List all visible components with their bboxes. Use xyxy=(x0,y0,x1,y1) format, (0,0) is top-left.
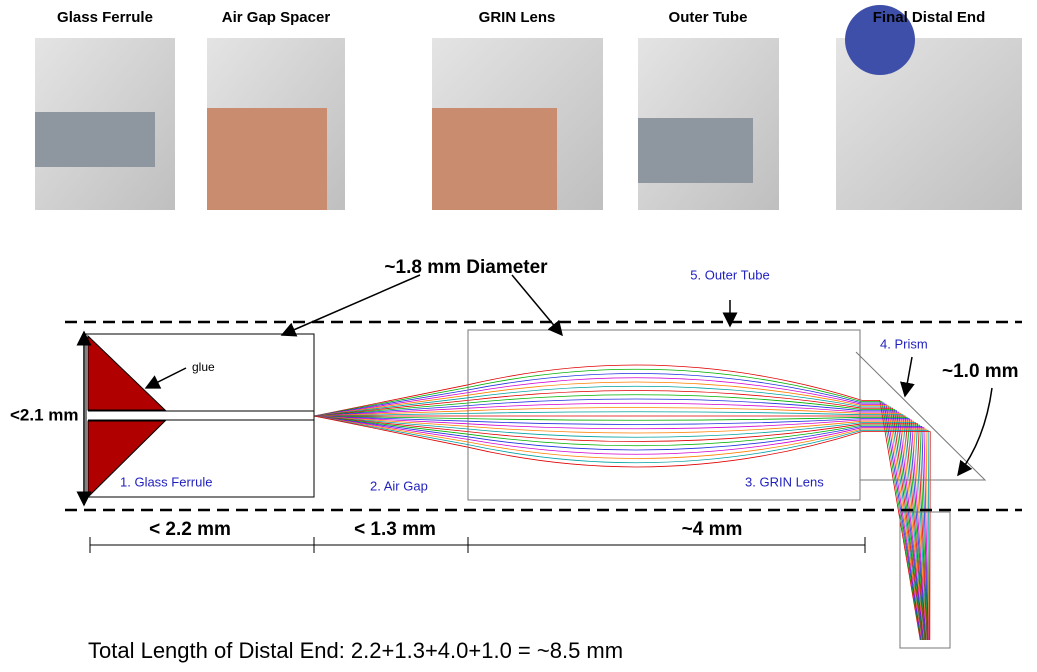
ray xyxy=(313,415,929,641)
rays xyxy=(313,364,931,641)
ruler xyxy=(207,108,327,210)
annotation: 2. Air Gap xyxy=(370,478,428,493)
annotation: ~1.8 mm Diameter xyxy=(384,257,548,278)
ray xyxy=(313,390,923,641)
annotation: 3. GRIN Lens xyxy=(745,474,824,489)
annotation: 4. Prism xyxy=(880,336,928,351)
dimension-label: ~4 mm xyxy=(682,519,743,540)
photo-label: Glass Ferrule xyxy=(57,9,153,26)
photo-label: Outer Tube xyxy=(669,9,748,26)
annotation: <2.1 mm xyxy=(10,405,79,424)
ray xyxy=(313,385,923,641)
ruler xyxy=(638,118,753,183)
ray xyxy=(313,373,922,641)
photo-label: Final Distal End xyxy=(873,9,986,26)
output xyxy=(899,511,951,649)
glove xyxy=(845,5,915,75)
annotation: 5. Outer Tube xyxy=(690,267,770,282)
photos: Glass Ferrule Air Gap Spacer GRIN Lens O… xyxy=(35,5,1022,210)
ray xyxy=(313,398,924,641)
glue xyxy=(87,334,167,411)
total: Total Length of Distal End: 2.2+1.3+4.0+… xyxy=(88,638,623,663)
ray xyxy=(313,415,930,641)
ray xyxy=(313,415,930,641)
ray xyxy=(314,415,926,641)
arrow xyxy=(957,387,993,477)
annotation: ~1.0 mm xyxy=(942,361,1019,382)
ferrule xyxy=(85,333,315,498)
dimension-label: < 1.3 mm xyxy=(354,519,436,540)
arrow xyxy=(900,356,915,398)
ray xyxy=(313,381,923,641)
arrow xyxy=(144,367,187,389)
ruler xyxy=(432,108,557,210)
photo-label: Air Gap Spacer xyxy=(222,9,331,26)
ray xyxy=(313,377,922,641)
ray xyxy=(313,415,931,641)
ray xyxy=(313,415,928,641)
annotation: glue xyxy=(192,360,215,374)
ray xyxy=(313,407,925,641)
ray xyxy=(313,394,924,641)
arrow xyxy=(280,274,421,337)
prism xyxy=(855,351,987,481)
ray xyxy=(313,415,927,641)
ray xyxy=(313,368,921,641)
ray xyxy=(313,415,926,641)
ruler xyxy=(35,112,155,167)
ray xyxy=(313,415,927,641)
ray xyxy=(313,411,925,641)
ray xyxy=(313,364,921,641)
annotation: 1. Glass Ferrule xyxy=(120,474,212,489)
photo-label: GRIN Lens xyxy=(479,9,556,26)
ray xyxy=(313,415,929,641)
ray xyxy=(313,415,928,641)
optics xyxy=(65,274,1022,649)
grin-lens xyxy=(467,329,861,501)
ray xyxy=(313,415,927,641)
arrow xyxy=(511,274,563,337)
dimension-label: < 2.2 mm xyxy=(149,519,231,540)
ray xyxy=(313,415,929,641)
ray xyxy=(313,402,925,641)
